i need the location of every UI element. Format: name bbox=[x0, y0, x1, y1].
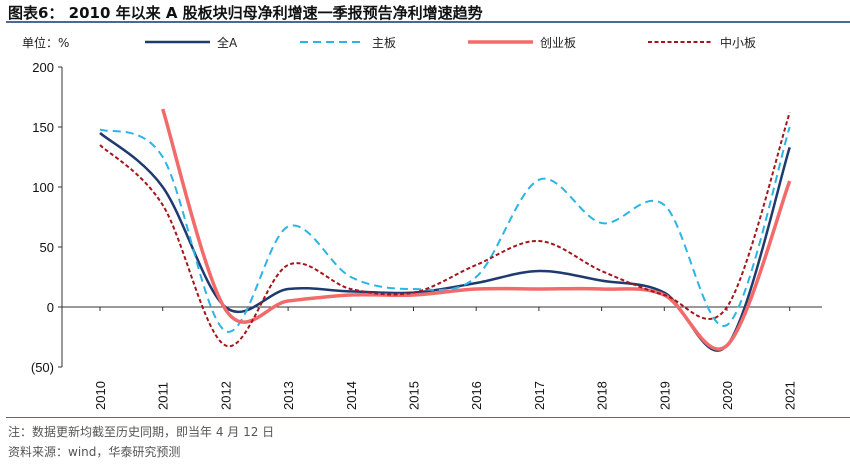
y-tick-label: 0 bbox=[47, 300, 54, 315]
y-tick-label: 150 bbox=[32, 120, 54, 135]
x-tick-label: 2021 bbox=[783, 381, 798, 410]
x-tick-label: 2016 bbox=[469, 381, 484, 410]
x-tick-label: 2011 bbox=[156, 382, 171, 410]
x-tick-label: 2013 bbox=[281, 381, 296, 410]
chart-title: 图表6： 2010 年以来 A 股板块归母净利增速一季报预告净利增速趋势 bbox=[8, 4, 483, 22]
x-tick-label: 2018 bbox=[595, 381, 610, 410]
legend-label: 中小板 bbox=[720, 35, 756, 50]
x-tick-label: 2012 bbox=[218, 381, 233, 410]
unit-label: 单位：% bbox=[22, 35, 69, 50]
x-tick-label: 2015 bbox=[407, 381, 422, 410]
y-tick-label: 100 bbox=[32, 180, 54, 195]
title-divider bbox=[6, 21, 850, 23]
chart-note: 注：数据更新均截至历史同期，即当年 4 月 12 日 bbox=[8, 425, 275, 439]
series-line-3 bbox=[99, 112, 791, 348]
legend-label: 全A bbox=[217, 35, 238, 50]
x-tick-label: 2020 bbox=[720, 381, 735, 410]
y-tick-label: (50) bbox=[31, 360, 54, 375]
line-chart: (50) 0 50 100 150 200 2010 2011 2012 2013 2014 2015… bbox=[22, 35, 822, 410]
x-tick-label: 2017 bbox=[532, 381, 547, 410]
x-tick-label: 2019 bbox=[657, 381, 672, 410]
footer-divider bbox=[6, 417, 850, 418]
y-tick-label: 50 bbox=[40, 240, 54, 255]
x-tick-label: 2014 bbox=[344, 381, 359, 410]
series-line-1 bbox=[99, 126, 791, 333]
y-tick-label: 200 bbox=[32, 60, 54, 75]
x-tick-label: 2010 bbox=[93, 381, 108, 410]
legend-label: 主板 bbox=[372, 36, 396, 50]
chart-source: 资料来源：wind，华泰研究预测 bbox=[8, 445, 181, 459]
series-line-2 bbox=[161, 108, 792, 351]
legend-label: 创业板 bbox=[540, 36, 576, 50]
